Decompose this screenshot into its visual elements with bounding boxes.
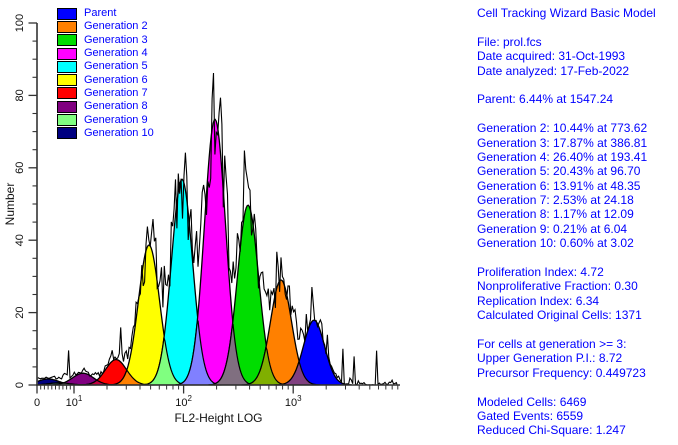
stats-line: Generation 2: 10.44% at 773.62	[477, 121, 648, 136]
stats-blank-line	[477, 251, 677, 265]
overlap-region	[175, 320, 222, 386]
legend-item: Generation 5	[57, 60, 154, 73]
legend-swatch	[57, 47, 77, 60]
stats-line: For cells at generation >= 3:	[477, 336, 627, 351]
legend-label: Generation 10	[84, 126, 154, 139]
legend-item: Generation 3	[57, 34, 154, 47]
y-tick-label: 100	[14, 14, 26, 32]
x-tick-label: 102	[175, 394, 192, 409]
legend-swatch	[57, 74, 77, 87]
stats-blank-line	[477, 20, 677, 34]
stats-line: Parent: 6.44% at 1547.24	[477, 92, 614, 107]
stats-line: Modeled Cells: 6469	[477, 394, 587, 409]
legend-item: Generation 4	[57, 47, 154, 60]
legend-swatch	[57, 60, 77, 73]
stats-line: Generation 3: 17.87% at 386.81	[477, 135, 648, 150]
stats-blank-line	[477, 107, 677, 121]
legend-label: Generation 4	[84, 47, 148, 60]
legend-label: Generation 7	[84, 86, 148, 99]
stats-line: Nonproliferative Fraction: 0.30	[477, 279, 638, 294]
stats-line: Generation 5: 20.43% at 96.70	[477, 164, 641, 179]
stats-line: Replication Index: 6.34	[477, 293, 600, 308]
legend-item: Parent	[57, 7, 154, 20]
legend-label: Generation 6	[84, 73, 148, 86]
stats-line: Generation 10: 0.60% at 3.02	[477, 236, 634, 251]
stats-line: Gated Events: 6559	[477, 408, 584, 423]
x-tick-label: 103	[285, 394, 302, 409]
x-tick-label: 101	[66, 394, 83, 409]
legend-item: Generation 2	[57, 20, 154, 33]
stats-line: File: prol.fcs	[477, 34, 542, 49]
stats-line: Calculated Original Cells: 1371	[477, 308, 642, 323]
stats-line: Proliferation Index: 4.72	[477, 265, 604, 280]
legend-swatch	[57, 20, 77, 33]
legend-swatch	[57, 114, 77, 127]
legend-swatch	[57, 100, 77, 113]
overlap-region	[208, 323, 255, 386]
legend-label: Generation 3	[84, 33, 148, 46]
stats-line: Generation 7: 2.53% at 24.18	[477, 193, 634, 208]
stats-line: Generation 4: 26.40% at 193.41	[477, 149, 648, 164]
stats-line: Generation 9: 0.21% at 6.04	[477, 221, 628, 236]
legend-item: Generation 6	[57, 73, 154, 87]
legend-label: Generation 8	[84, 100, 148, 113]
x-tick-label: 0	[34, 397, 40, 409]
stats-line: Generation 6: 13.91% at 48.35	[477, 178, 641, 193]
legend-label: Generation 2	[84, 20, 148, 33]
legend-swatch	[57, 87, 77, 100]
y-axis-title: Number	[3, 182, 17, 226]
stats-line: Date acquired: 31-Oct-1993	[477, 49, 626, 64]
stats-line: Reduced Chi-Square: 1.247	[477, 423, 626, 438]
stats-line: Upper Generation P.I.: 8.72	[477, 351, 623, 366]
y-tick-label: 20	[14, 306, 26, 318]
legend: Parent Generation 2 Generation 3 Generation…	[57, 7, 154, 140]
overlap-region	[241, 344, 288, 386]
y-tick-label: 0	[14, 382, 26, 388]
stats-line: Date analyzed: 17-Feb-2022	[477, 63, 630, 78]
stats-blank-line	[477, 78, 677, 92]
stats-blank-line	[477, 323, 677, 337]
raw-data-trace	[37, 72, 398, 386]
legend-label: Parent	[84, 7, 117, 20]
legend-item: Generation 10	[57, 127, 154, 140]
stats-line: Generation 8: 1.17% at 12.09	[477, 207, 634, 222]
y-tick-label: 40	[14, 234, 26, 246]
legend-item: Generation 8	[57, 100, 154, 113]
y-tick-label: 60	[14, 162, 26, 174]
stats-blank-line	[477, 380, 677, 394]
legend-item: Generation 9	[57, 113, 154, 127]
legend-item: Generation 7	[57, 87, 154, 100]
y-tick-label: 80	[14, 89, 26, 101]
peaks-layer	[37, 72, 398, 386]
stats-line: Cell Tracking Wizard Basic Model	[477, 6, 656, 20]
legend-swatch	[57, 34, 77, 47]
stats-line: Precursor Frequency: 0.449723	[477, 365, 646, 380]
legend-swatch	[57, 7, 77, 20]
legend-label: Generation 5	[84, 60, 148, 73]
legend-label: Generation 9	[84, 113, 148, 126]
stats-panel: Cell Tracking Wizard Basic Model File: p…	[477, 6, 677, 438]
legend-swatch	[57, 127, 77, 140]
x-axis-title: FL2-Height LOG	[174, 411, 263, 425]
